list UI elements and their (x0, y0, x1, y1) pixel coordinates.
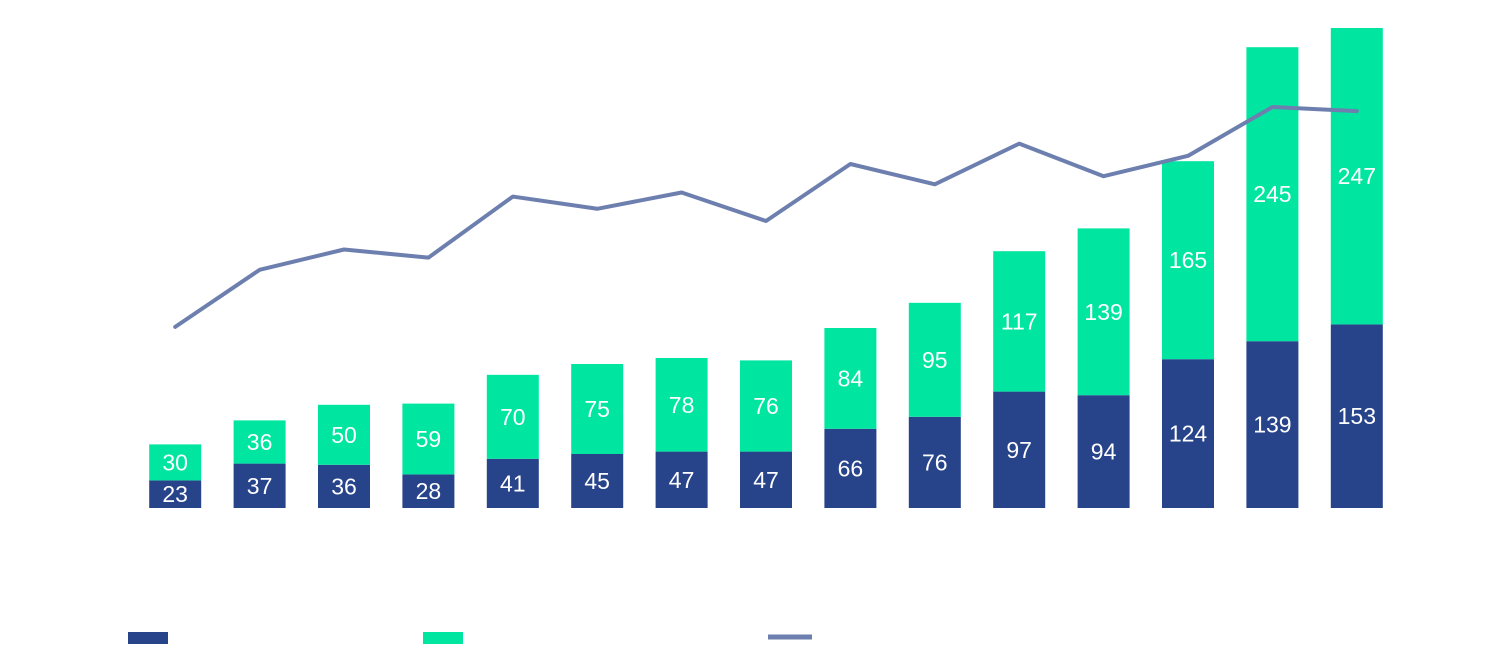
bar-s2-5 (486, 374, 539, 459)
bar-s2-3 (318, 404, 370, 465)
data-label-s2-10: 95 (922, 347, 948, 373)
data-label-s2-8: 76 (753, 393, 779, 419)
data-label-s1-9: 66 (838, 455, 864, 481)
bar-s2-1 (149, 444, 202, 481)
bar-s1-13 (1162, 359, 1214, 508)
bar-s1-4 (402, 474, 455, 508)
data-labels-layer: 23 30 37 36 36 50 28 59 41 70 45 75 47 78 47 76 66 84 76 95… (162, 163, 1376, 507)
data-label-s2-12: 139 (1084, 299, 1122, 325)
data-label-s1-5: 41 (500, 470, 526, 496)
bar-s2-8 (740, 360, 792, 452)
bar-s2-13 (1162, 161, 1214, 360)
bar-s2-7 (655, 358, 708, 452)
data-label-s1-15: 153 (1338, 403, 1376, 429)
data-label-s1-4: 28 (416, 478, 442, 504)
data-label-s1-10: 76 (922, 449, 948, 475)
bar-s1-1 (149, 480, 202, 508)
legend-swatch-1 (128, 632, 168, 644)
data-label-s1-6: 45 (584, 468, 610, 494)
bar-s2-10 (908, 302, 961, 417)
data-label-s2-5: 70 (500, 404, 526, 430)
data-label-s2-7: 78 (669, 392, 695, 418)
bar-s1-12 (1077, 395, 1130, 508)
data-label-s1-12: 94 (1091, 439, 1117, 465)
bar-s1-11 (993, 391, 1046, 508)
data-label-s2-15: 247 (1338, 163, 1376, 189)
data-label-s1-8: 47 (753, 467, 779, 493)
bar-s1-14 (1246, 341, 1299, 508)
data-label-s1-11: 97 (1006, 437, 1032, 463)
data-label-s2-14: 245 (1253, 181, 1291, 207)
data-label-s2-9: 84 (838, 365, 864, 391)
bar-s1-5 (486, 458, 539, 508)
bar-s2-11 (993, 251, 1046, 392)
bar-s1-9 (824, 428, 877, 508)
data-label-s2-13: 165 (1169, 247, 1207, 273)
bar-s1-6 (571, 454, 624, 508)
bar-s2-2 (233, 420, 286, 464)
data-label-s1-13: 124 (1169, 421, 1208, 447)
bar-s1-7 (655, 451, 708, 508)
data-label-s2-1: 30 (162, 449, 188, 475)
data-label-s1-1: 23 (162, 481, 188, 507)
bar-s1-10 (908, 416, 961, 508)
bar-s2-9 (824, 328, 877, 429)
bars-layer (149, 28, 1383, 508)
bar-s2-14 (1246, 47, 1299, 342)
bar-s1-15 (1330, 324, 1383, 508)
data-label-s2-11: 117 (1001, 308, 1038, 334)
data-label-s1-3: 36 (331, 473, 357, 499)
data-label-s1-14: 139 (1253, 412, 1291, 438)
line-series-1 (173, 105, 1359, 329)
data-label-s2-3: 50 (331, 422, 357, 448)
data-label-s2-4: 59 (416, 426, 442, 452)
bar-s1-8 (740, 451, 792, 508)
data-label-s1-7: 47 (669, 467, 695, 493)
bar-s1-3 (318, 464, 370, 508)
legend (128, 632, 812, 644)
data-label-s2-6: 75 (584, 396, 610, 422)
bar-s2-15 (1330, 28, 1383, 325)
bar-s2-4 (402, 403, 455, 475)
data-label-s1-2: 37 (247, 473, 273, 499)
bar-s1-2 (233, 463, 286, 508)
data-label-s2-2: 36 (247, 429, 273, 455)
bar-s2-12 (1077, 228, 1130, 396)
bar-s2-6 (571, 364, 624, 454)
line-layer (173, 105, 1359, 329)
legend-swatch-2 (423, 632, 463, 644)
